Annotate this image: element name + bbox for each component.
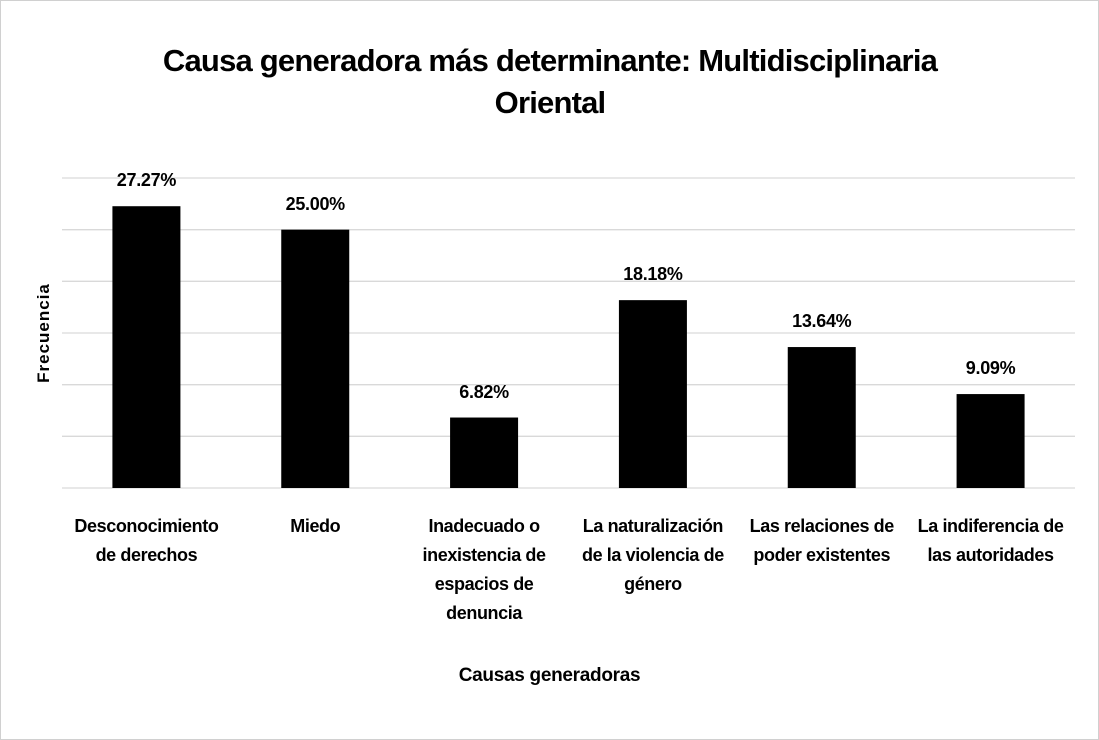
data-label: 18.18% [623, 264, 683, 285]
bar [618, 300, 687, 488]
bar [281, 229, 350, 488]
bar [956, 394, 1025, 488]
data-label: 25.00% [285, 193, 346, 214]
chart-title: Causa generadora más determinante: Multi… [162, 43, 938, 120]
bar [450, 417, 519, 488]
y-axis-label: Frecuencia [34, 283, 53, 383]
x-tick-label: Inadecuado o inexistencia de espacios de… [422, 516, 546, 623]
x-tick-label: Desconocimiento de derechos [74, 516, 219, 565]
data-label: 6.82% [459, 381, 509, 402]
x-axis-label: Causas generadoras [458, 665, 641, 686]
data-label: 9.09% [965, 358, 1016, 379]
x-tick-label: Las relaciones de poder existentes [749, 516, 895, 565]
x-tick-label: La indiferencia de las autoridades [917, 516, 1064, 565]
data-label: 27.27% [116, 170, 177, 191]
bar [112, 206, 181, 488]
x-tick-label: La naturalización de la violencia de gén… [581, 516, 724, 594]
x-tick-label: Miedo [290, 516, 341, 536]
data-label: 13.64% [792, 311, 852, 332]
bar [787, 347, 856, 488]
